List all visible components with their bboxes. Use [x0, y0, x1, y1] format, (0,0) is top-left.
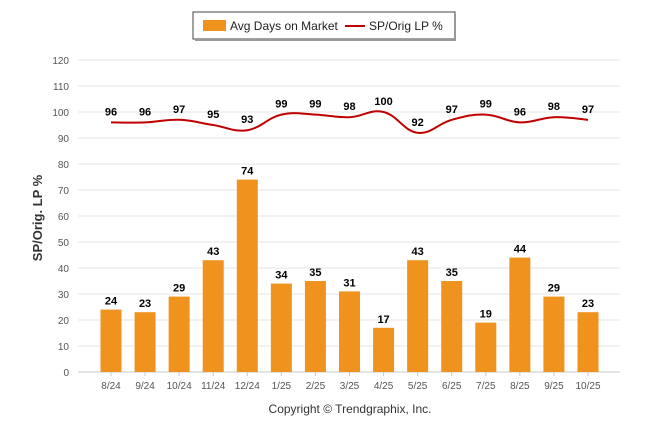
line-value-label: 99: [480, 99, 492, 111]
line-value-label: 100: [374, 96, 392, 108]
y-axis-ticks: 0 10 20 30 40 50 60 70 80 90 100 110 120: [52, 56, 69, 379]
bar-value-label: 35: [309, 267, 321, 279]
legend-line-label: SP/Orig LP %: [369, 19, 443, 33]
y-tick-label: 0: [63, 368, 69, 379]
bar: [236, 179, 258, 372]
y-tick-label: 40: [58, 264, 70, 275]
legend: Avg Days on Market SP/Orig LP %: [192, 11, 456, 41]
x-tick-label: 8/25: [510, 381, 530, 392]
bar: [407, 260, 429, 372]
line-series: [110, 110, 589, 134]
bar-value-label: 17: [377, 314, 389, 326]
x-tick-label: 6/25: [442, 381, 462, 392]
bar-data-labels: 24 23 29 43 74 34 35 31 17 43 35 19 44 29 23: [105, 166, 594, 326]
x-tick-label: 11/24: [201, 381, 226, 392]
bar-value-label: 35: [446, 267, 458, 279]
bar-value-label: 43: [412, 246, 424, 258]
bar: [543, 296, 565, 372]
line-value-label: 99: [275, 99, 287, 111]
x-tick-label: 9/24: [135, 381, 155, 392]
y-tick-label: 120: [52, 56, 69, 67]
bar-value-label: 24: [105, 296, 118, 308]
bar: [168, 296, 190, 372]
bar-value-label: 34: [275, 270, 288, 282]
bar-value-label: 44: [514, 244, 527, 256]
x-tick-label: 10/24: [167, 381, 192, 392]
line-value-label: 97: [582, 104, 594, 116]
bar: [373, 327, 395, 372]
line-value-label: 97: [446, 104, 458, 116]
line-value-label: 96: [514, 106, 526, 118]
line-value-label: 95: [207, 109, 219, 121]
y-tick-label: 70: [58, 186, 70, 197]
y-tick-label: 50: [58, 238, 70, 249]
bar-series: [100, 179, 599, 372]
x-tick-label: 7/25: [476, 381, 496, 392]
line-data-labels: 96 96 97 95 93 99 99 98 100 92 97 99 96 98 97: [105, 96, 594, 129]
gridlines: [78, 59, 620, 347]
bar-value-label: 23: [139, 298, 151, 310]
y-tick-label: 20: [58, 316, 70, 327]
bar-value-label: 19: [480, 309, 492, 321]
y-tick-label: 30: [58, 290, 70, 301]
x-tick-label: 2/25: [306, 381, 326, 392]
legend-bar-swatch: [203, 20, 226, 31]
y-tick-label: 60: [58, 212, 70, 223]
bar-value-label: 43: [207, 246, 219, 258]
x-axis-ticks: 8/24 9/24 10/24 11/24 12/24 1/25 2/25 3/25 4/25 5…: [101, 372, 601, 392]
bar-value-label: 23: [582, 298, 594, 310]
line-value-label: 92: [412, 117, 424, 129]
bar: [577, 312, 599, 372]
legend-bar-label: Avg Days on Market: [230, 19, 338, 33]
bar: [475, 322, 497, 372]
line-value-label: 98: [548, 101, 560, 113]
y-tick-label: 80: [58, 160, 70, 171]
bar-value-label: 74: [241, 166, 254, 178]
bar-value-label: 29: [173, 283, 185, 295]
y-tick-label: 100: [52, 108, 69, 119]
line-value-label: 96: [105, 106, 117, 118]
line-value-label: 93: [241, 114, 253, 126]
y-tick-label: 90: [58, 134, 70, 145]
copyright-text: Copyright © Trendgraphix, Inc.: [269, 402, 432, 416]
x-tick-label: 1/25: [272, 381, 292, 392]
x-tick-label: 9/25: [544, 381, 564, 392]
bar: [304, 281, 326, 372]
bar: [100, 309, 122, 372]
bar: [509, 257, 531, 372]
bar-value-label: 29: [548, 283, 560, 295]
bar: [339, 291, 360, 372]
x-tick-label: 8/24: [101, 381, 121, 392]
line-value-label: 98: [343, 101, 355, 113]
x-tick-label: 12/24: [235, 381, 260, 392]
x-tick-label: 10/25: [575, 381, 600, 392]
bar: [270, 283, 292, 372]
bar: [441, 281, 463, 372]
y-tick-label: 10: [58, 342, 70, 353]
bar-value-label: 31: [343, 277, 355, 289]
x-tick-label: 3/25: [340, 381, 360, 392]
bar: [134, 312, 156, 372]
x-tick-label: 5/25: [408, 381, 428, 392]
y-tick-label: 110: [53, 82, 69, 93]
x-tick-label: 4/25: [374, 381, 394, 392]
line-value-label: 99: [309, 99, 321, 111]
bar: [202, 260, 224, 372]
sp-orig-lp-line: [110, 110, 589, 134]
line-value-label: 97: [173, 104, 185, 116]
y-axis-label: SP/Orig. LP %: [30, 174, 45, 261]
line-value-label: 96: [139, 106, 151, 118]
